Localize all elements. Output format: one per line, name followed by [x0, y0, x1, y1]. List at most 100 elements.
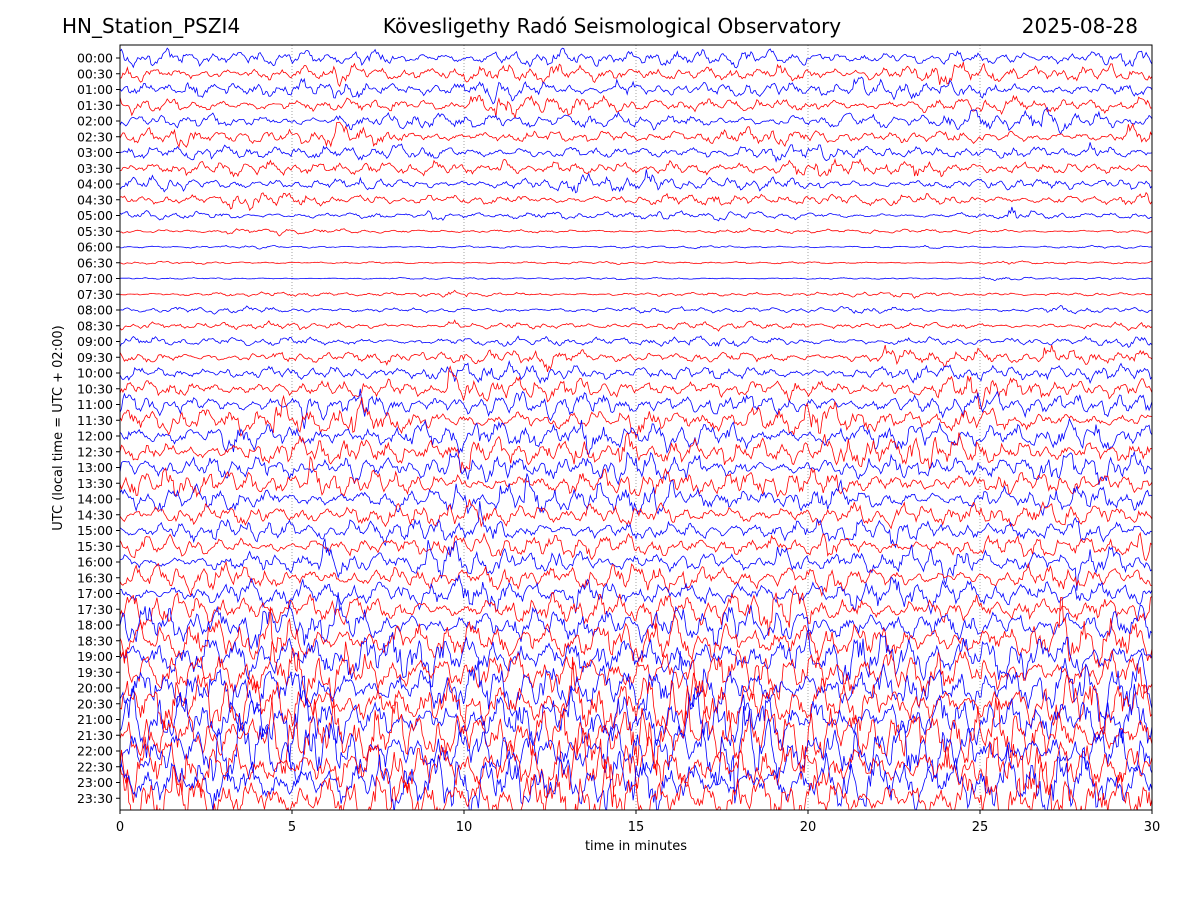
y-tick-label: 04:00 [77, 177, 113, 192]
y-tick-label: 03:30 [77, 161, 113, 176]
trace-1630 [120, 560, 1152, 598]
trace-0830 [120, 319, 1152, 332]
y-tick-label: 10:00 [77, 366, 113, 381]
trace-2000 [120, 650, 1152, 722]
y-tick-label: 01:00 [77, 82, 113, 97]
y-axis-ticks: 00:0000:3001:0001:3002:0002:3003:0003:30… [77, 51, 120, 806]
trace-0330 [120, 158, 1152, 178]
trace-0900 [120, 335, 1152, 348]
trace-1600 [120, 538, 1152, 591]
y-tick-label: 06:00 [77, 240, 113, 255]
y-tick-label: 07:30 [77, 287, 113, 302]
y-tick-label: 17:00 [77, 586, 113, 601]
y-tick-label: 05:00 [77, 208, 113, 223]
trace-0730 [120, 289, 1152, 299]
trace-1130 [120, 394, 1152, 439]
trace-2330 [120, 761, 1152, 810]
y-tick-label: 21:00 [77, 712, 113, 727]
x-tick-label: 30 [1144, 820, 1161, 835]
observatory-title: Kövesligethy Radó Seismological Observat… [382, 14, 842, 38]
y-tick-label: 08:00 [77, 303, 113, 318]
y-tick-label: 19:30 [77, 665, 113, 680]
y-tick-label: 13:00 [77, 460, 113, 475]
y-tick-label: 01:30 [77, 98, 113, 113]
y-tick-label: 16:30 [77, 570, 113, 585]
trace-0130 [120, 94, 1152, 119]
y-tick-label: 18:00 [77, 618, 113, 633]
trace-0000 [120, 47, 1152, 69]
y-axis-label: UTC (local time = UTC + 02:00) [51, 325, 66, 530]
x-axis-label: time in minutes [585, 839, 687, 854]
trace-1800 [120, 592, 1152, 650]
y-tick-label: 21:30 [77, 728, 113, 743]
y-tick-label: 04:30 [77, 192, 113, 207]
trace-1700 [120, 574, 1152, 615]
trace-0200 [120, 106, 1152, 135]
y-tick-label: 23:00 [77, 775, 113, 790]
y-tick-label: 09:00 [77, 334, 113, 349]
y-tick-label: 02:00 [77, 114, 113, 129]
trace-0930 [120, 344, 1152, 373]
y-tick-label: 08:30 [77, 318, 113, 333]
trace-2300 [120, 745, 1152, 810]
trace-0500 [120, 206, 1152, 222]
y-tick-label: 18:30 [77, 633, 113, 648]
y-tick-label: 00:30 [77, 66, 113, 81]
y-tick-label: 11:00 [77, 397, 113, 412]
y-tick-label: 15:00 [77, 523, 113, 538]
y-tick-label: 16:00 [77, 555, 113, 570]
y-tick-label: 09:30 [77, 350, 113, 365]
trace-0100 [120, 76, 1152, 105]
trace-1730 [120, 584, 1152, 637]
x-tick-label: 0 [116, 820, 124, 835]
trace-1000 [120, 360, 1152, 385]
y-tick-label: 03:00 [77, 145, 113, 160]
y-tick-label: 17:30 [77, 602, 113, 617]
y-tick-label: 15:30 [77, 539, 113, 554]
trace-1530 [120, 531, 1152, 562]
y-tick-label: 10:30 [77, 381, 113, 396]
y-tick-label: 12:30 [77, 444, 113, 459]
y-tick-label: 02:30 [77, 129, 113, 144]
x-axis-ticks: 0 5 10 15 20 25 30 [116, 810, 1160, 835]
x-tick-label: 25 [972, 820, 989, 835]
trace-1500 [120, 501, 1152, 549]
trace-0800 [120, 305, 1152, 315]
trace-0430 [120, 191, 1152, 212]
x-tick-label: 10 [456, 820, 473, 835]
trace-0600 [120, 244, 1152, 250]
y-tick-label: 22:30 [77, 759, 113, 774]
trace-0530 [120, 227, 1152, 237]
trace-2100 [120, 675, 1152, 762]
y-tick-label: 14:30 [77, 507, 113, 522]
y-tick-label: 00:00 [77, 51, 113, 66]
y-tick-label: 14:00 [77, 492, 113, 507]
x-tick-label: 20 [800, 820, 817, 835]
trace-0400 [120, 169, 1152, 194]
y-tick-label: 06:30 [77, 255, 113, 270]
trace-0030 [120, 61, 1152, 88]
x-tick-label: 15 [628, 820, 645, 835]
trace-2030 [120, 656, 1152, 732]
trace-1430 [120, 499, 1152, 530]
trace-1330 [120, 455, 1152, 498]
trace-1230 [120, 432, 1152, 473]
trace-1200 [120, 417, 1152, 455]
trace-0700 [120, 276, 1152, 281]
trace-1400 [120, 473, 1152, 517]
y-tick-label: 07:00 [77, 271, 113, 286]
trace-0230 [120, 121, 1152, 148]
y-tick-label: 13:30 [77, 476, 113, 491]
grid-lines [291, 45, 981, 810]
y-tick-label: 20:00 [77, 681, 113, 696]
y-tick-label: 19:00 [77, 649, 113, 664]
y-tick-label: 22:00 [77, 744, 113, 759]
y-tick-label: 11:30 [77, 413, 113, 428]
trace-1300 [120, 450, 1152, 486]
y-tick-label: 12:00 [77, 429, 113, 444]
trace-0300 [120, 142, 1152, 163]
trace-1930 [120, 640, 1152, 701]
y-tick-label: 23:30 [77, 791, 113, 806]
seismic-traces [120, 47, 1152, 810]
